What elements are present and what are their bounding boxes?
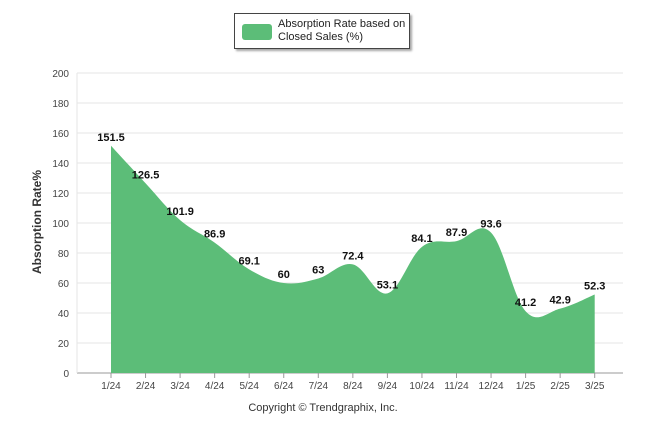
y-tick-label: 200 (52, 69, 69, 80)
legend: Absorption Rate based on Closed Sales (%… (234, 13, 410, 49)
x-tick-label: 4/24 (205, 381, 225, 392)
data-label: 87.9 (446, 227, 467, 239)
x-tick-label: 1/25 (516, 381, 536, 392)
data-label: 60 (278, 269, 290, 281)
y-tick-label: 100 (52, 219, 69, 230)
data-label: 93.6 (480, 219, 501, 231)
y-tick-label: 0 (63, 369, 69, 380)
x-tick-label: 7/24 (309, 381, 329, 392)
x-tick-label: 3/24 (170, 381, 190, 392)
y-tick-label: 40 (58, 309, 70, 320)
legend-label: Absorption Rate based on Closed Sales (%… (278, 18, 406, 43)
data-label: 42.9 (549, 295, 570, 307)
x-tick-label: 1/24 (101, 381, 121, 392)
y-tick-label: 80 (58, 249, 70, 260)
legend-swatch (242, 24, 272, 40)
copyright-text: Copyright © Trendgraphix, Inc. (248, 402, 398, 414)
data-label: 72.4 (342, 250, 364, 262)
data-label: 84.1 (411, 233, 432, 245)
data-label: 101.9 (166, 206, 194, 218)
data-label: 41.2 (515, 297, 536, 309)
y-tick-label: 160 (52, 129, 69, 140)
data-label: 86.9 (204, 229, 225, 241)
y-tick-label: 60 (58, 279, 70, 290)
y-tick-label: 120 (52, 189, 69, 200)
x-tick-label: 6/24 (274, 381, 294, 392)
x-tick-label: 2/25 (550, 381, 570, 392)
x-tick-label: 8/24 (343, 381, 363, 392)
x-tick-label: 3/25 (585, 381, 605, 392)
x-tick-label: 10/24 (409, 381, 434, 392)
x-tick-label: 5/24 (239, 381, 259, 392)
data-label: 52.3 (584, 281, 605, 293)
x-tick-label: 11/24 (444, 381, 469, 392)
data-label: 53.1 (377, 279, 398, 291)
y-tick-label: 180 (52, 99, 69, 110)
data-label: 151.5 (97, 132, 125, 144)
data-label: 63 (312, 265, 324, 277)
y-tick-label: 20 (58, 339, 70, 350)
area-series (111, 145, 595, 373)
data-label: 126.5 (132, 169, 160, 181)
x-tick-label: 9/24 (378, 381, 398, 392)
y-tick-label: 140 (52, 159, 69, 170)
x-tick-label: 2/24 (136, 381, 156, 392)
data-label: 69.1 (238, 255, 259, 267)
y-axis-label: Absorption Rate% (30, 169, 44, 275)
x-tick-label: 12/24 (479, 381, 504, 392)
